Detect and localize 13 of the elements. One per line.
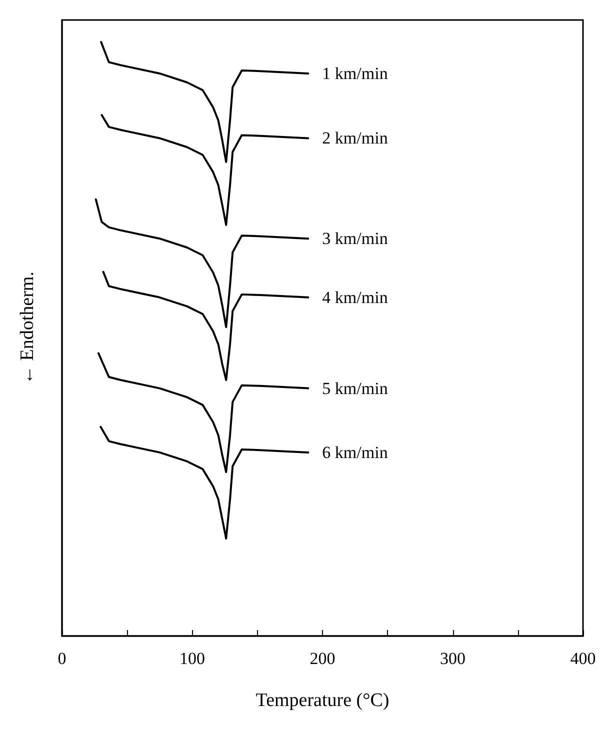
x-tick-label: 400	[570, 649, 596, 668]
series-label: 3 km/min	[322, 229, 388, 248]
x-tick-label: 300	[440, 649, 466, 668]
x-axis-title: Temperature (°C)	[256, 690, 390, 711]
series-label: 1 km/min	[322, 64, 388, 83]
x-tick-label: 0	[58, 649, 66, 668]
x-tick-label: 100	[180, 649, 205, 668]
y-axis-title: ← Endotherm.	[17, 272, 38, 384]
series-label: 2 km/min	[322, 128, 388, 148]
x-tick-label: 200	[310, 649, 336, 668]
series-label: 6 km/min	[322, 442, 388, 462]
series-label: 4 km/min	[322, 288, 388, 307]
series-label: 5 km/min	[322, 378, 388, 398]
